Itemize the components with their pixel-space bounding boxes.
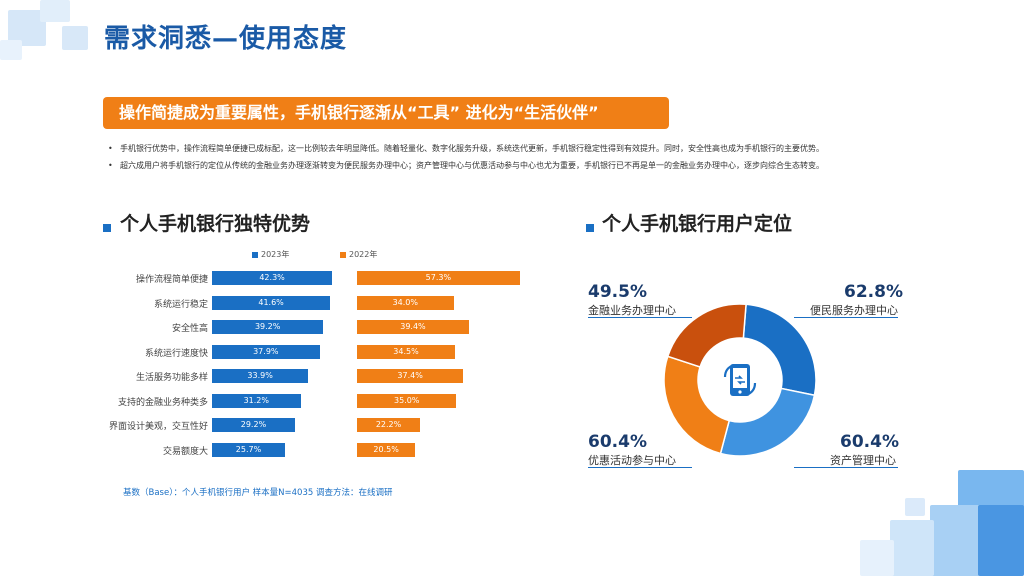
leader-line xyxy=(794,317,898,318)
bar-value-label: 34.0% xyxy=(392,297,418,307)
bar-2023 xyxy=(212,271,333,285)
bar-value-label: 41.6% xyxy=(258,297,284,307)
legend-2023: 2023年 xyxy=(252,249,289,260)
bar-value-label: 39.2% xyxy=(254,322,281,331)
footnote: 基数（Base）：个人手机银行用户 样本量N=4035 调查方法：在线调研 xyxy=(123,488,393,498)
legend-label: 2023年 xyxy=(261,250,290,259)
donut-slice xyxy=(666,303,747,368)
legend-swatch-orange xyxy=(340,251,346,258)
bar-value-label: 42.3% xyxy=(259,273,285,282)
legend-label: 2022年 xyxy=(349,250,378,259)
bar-2022 xyxy=(357,271,520,285)
legend-swatch-blue xyxy=(252,251,258,258)
bar-2022 xyxy=(357,295,454,310)
bar-2022 xyxy=(357,320,469,334)
donut-slice xyxy=(719,387,816,457)
bullet-text: 手机银行优势中，操作流程简单便捷已成标配，这一比例较去年明显降低。随着轻量化、数… xyxy=(120,144,824,153)
bar-2023 xyxy=(212,320,324,334)
donut-pct-convenience: 62.8% xyxy=(844,282,903,302)
bar-value-label: 39.4% xyxy=(400,322,426,331)
leader-line xyxy=(794,467,898,468)
bar-category-label: 交易额度大 xyxy=(162,446,208,457)
bar-2023 xyxy=(212,344,320,359)
bar-category-label: 支持的金融业务种类多 xyxy=(117,397,208,408)
bar-value-label: 22.2% xyxy=(375,420,402,429)
bar-category-label: 操作流程简单便捷 xyxy=(135,275,208,285)
bar-value-label: 37.4% xyxy=(397,371,423,380)
donut-label-promo: 优惠活动参与中心 xyxy=(588,454,676,467)
bar-value-label: 31.2% xyxy=(243,395,269,405)
left-section-title: 个人手机银行独特优势 xyxy=(120,213,311,235)
bar-category-label: 生活服务功能多样 xyxy=(135,373,208,383)
bar-2023 xyxy=(212,418,295,432)
leader-line xyxy=(588,467,692,468)
donut-label-asset: 资产管理中心 xyxy=(830,454,896,467)
bar-value-label: 37.9% xyxy=(253,346,279,356)
bar-2022 xyxy=(357,393,457,408)
bar-2022 xyxy=(357,418,421,432)
bar-value-label: 33.9% xyxy=(247,371,273,380)
bar-2023 xyxy=(212,393,301,408)
bar-category-label: 界面设计美观，交互性好 xyxy=(108,422,208,432)
bar-2023 xyxy=(212,369,309,383)
leader-line xyxy=(588,317,692,318)
right-section-title: 个人手机银行用户定位 xyxy=(602,213,793,235)
page-title: 需求洞悉—使用态度 xyxy=(104,24,348,54)
bar-value-label: 20.5% xyxy=(373,444,399,454)
donut-pct-promo: 60.4% xyxy=(588,432,647,452)
section-marker xyxy=(586,224,594,232)
bar-2023 xyxy=(212,295,331,310)
bar-value-label: 35.0% xyxy=(393,395,420,405)
mobile-phone-icon xyxy=(723,363,757,397)
donut-label-convenience: 便民服务办理中心 xyxy=(810,304,898,317)
bar-2022 xyxy=(357,344,455,359)
bar-2023 xyxy=(212,442,285,457)
bar-2022 xyxy=(357,442,416,457)
donut-center xyxy=(713,353,767,407)
bar-value-label: 29.2% xyxy=(240,420,267,429)
donut-label-finance: 金融业务办理中心 xyxy=(588,304,676,317)
bar-category-label: 系统运行稳定 xyxy=(153,299,208,310)
bullet-item: • 手机银行优势中，操作流程简单便捷已成标配，这一比例较去年明显降低。随着轻量化、… xyxy=(108,144,824,153)
bullet-item: • 超六成用户将手机银行的定位从传统的金融业务办理逐渐转变为便民服务办理中心；资产… xyxy=(108,161,824,170)
donut-pct-finance: 49.5% xyxy=(588,282,647,302)
bar-value-label: 25.7% xyxy=(235,444,262,454)
bar-category-label: 安全性高 xyxy=(171,324,208,334)
headline-banner: 操作简捷成为重要属性，手机银行逐渐从“工具” 进化为“生活伙伴” xyxy=(103,97,669,129)
donut-pct-asset: 60.4% xyxy=(840,432,899,452)
section-marker xyxy=(103,224,111,232)
legend-2022: 2022年 xyxy=(340,249,377,260)
bar-value-label: 57.3% xyxy=(425,273,452,282)
bullet-text: 超六成用户将手机银行的定位从传统的金融业务办理逐渐转变为便民服务办理中心；资产管… xyxy=(120,161,824,170)
donut-slice xyxy=(663,355,731,455)
positioning-donut-chart xyxy=(663,303,817,457)
bar-category-label: 系统运行速度快 xyxy=(144,348,208,359)
bar-2022 xyxy=(357,369,464,383)
bar-value-label: 34.5% xyxy=(393,346,419,356)
